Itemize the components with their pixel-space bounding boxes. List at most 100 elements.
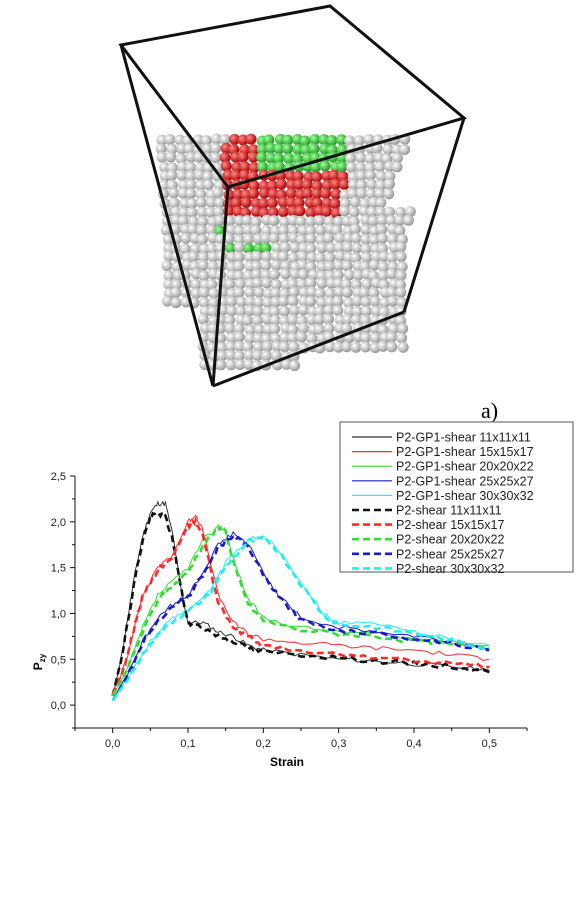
legend-label: P2-GP1-shear 25x25x27 [396,474,534,488]
atom [231,161,243,173]
atom [296,278,308,290]
atom [197,259,209,271]
atom [399,144,411,156]
atom [346,161,358,173]
y-tick-label: 0,0 [51,700,66,712]
atom [186,197,198,209]
atom [226,305,238,317]
atom [394,225,406,237]
atom [332,277,344,289]
atom [233,323,245,335]
atom [245,133,257,145]
atom [220,160,232,172]
atom [355,170,367,182]
atom [311,188,323,200]
panel-label: a) [481,398,499,423]
atom [233,287,245,299]
atom [315,224,327,236]
atom [330,178,342,190]
atom [295,215,307,227]
atom [201,143,213,155]
atom [176,170,188,182]
atom [395,286,407,298]
atom [237,151,249,163]
atom [261,350,273,362]
atom [216,341,228,353]
atom [308,143,320,155]
atom [262,297,274,309]
atom [161,295,173,307]
atom [198,297,210,309]
atom [243,233,255,245]
atom [268,215,280,227]
atom [287,252,299,264]
atom [324,296,336,308]
atom [224,215,236,227]
atom [198,270,210,282]
atom [306,251,318,263]
atom [212,187,224,199]
atom [321,205,333,217]
atom [349,196,361,208]
atom [195,197,207,209]
atom [269,323,281,335]
atom [251,260,263,272]
atom [350,252,362,264]
atom [242,341,254,353]
y-tick-label: 1,0 [51,608,66,620]
atom [243,349,255,361]
atom [196,206,208,218]
atom [298,286,310,298]
atom [298,268,310,280]
atom [292,143,304,155]
atom [360,341,372,353]
atom [386,286,398,298]
atom [374,161,386,173]
atom [193,169,205,181]
atom [336,161,348,173]
atom [363,133,375,145]
atom [377,261,389,273]
atom [387,295,399,307]
atom [287,278,299,290]
y-tick-label: 1,5 [51,563,66,575]
atom [202,170,214,182]
y-tick-label: 2,5 [51,471,66,483]
atom [253,286,265,298]
atom [269,314,281,326]
atom [328,169,340,181]
atom [323,304,335,316]
series-layer [111,500,490,702]
atom [314,288,326,300]
atom [320,188,332,200]
atom [377,232,389,244]
atom [289,304,301,316]
legend-label: P2-GP1-shear 11x11x11 [396,431,531,445]
atom [323,322,335,334]
atom [210,152,222,164]
atom [258,187,270,199]
atom [338,178,350,190]
atom [397,341,409,353]
atom [285,187,297,199]
atom [216,350,228,362]
atom [293,178,305,190]
atom [207,260,219,272]
atom [383,178,395,190]
atom [170,297,182,309]
atom [170,286,182,298]
atom [207,251,219,263]
atom [200,135,212,147]
atom [356,179,368,191]
atom [219,133,231,145]
atom [343,269,355,281]
atom [302,187,314,199]
atom [195,188,207,200]
atom [292,170,304,182]
atom [360,243,372,255]
atom [260,242,272,254]
x-axis-title: Strain [270,755,304,769]
atom [258,197,270,209]
atom [234,359,246,371]
atom [282,143,294,155]
